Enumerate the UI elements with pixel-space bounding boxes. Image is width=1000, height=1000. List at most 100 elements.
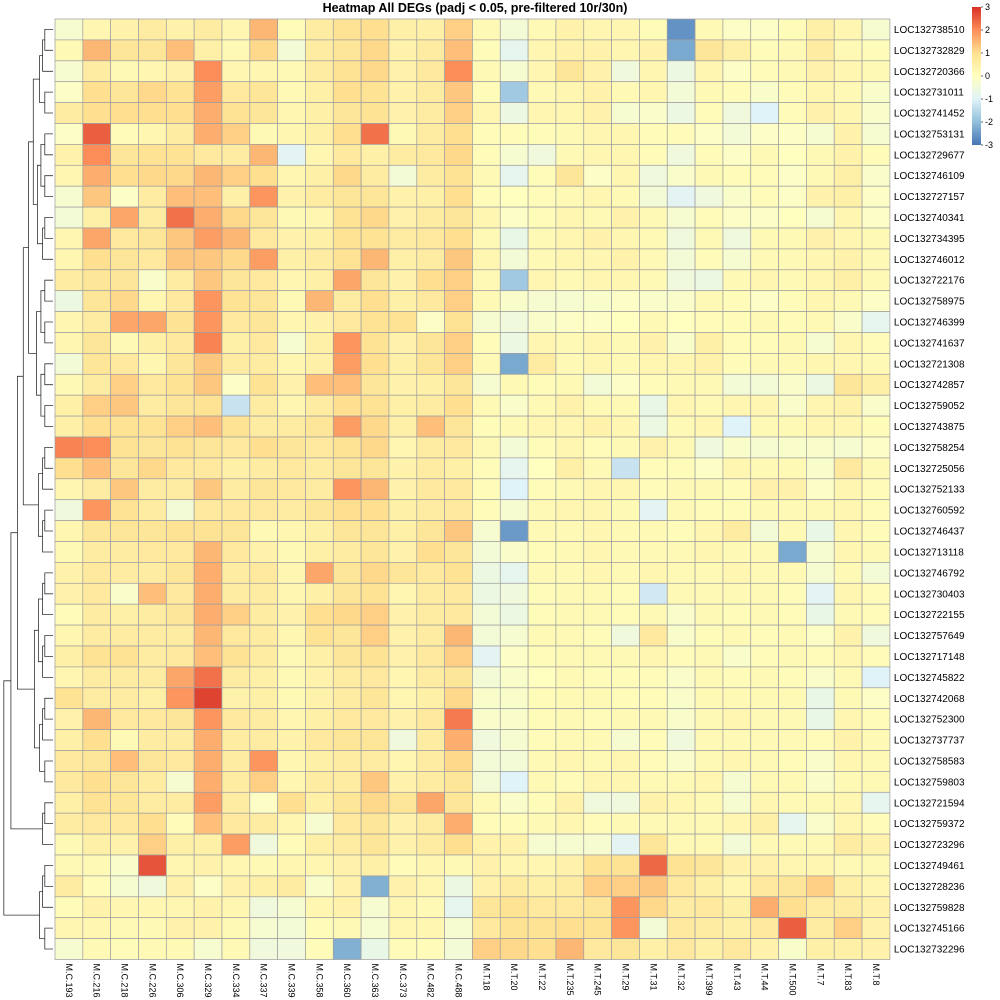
- heatmap-cell: [193, 708, 223, 730]
- heatmap-cell: [444, 603, 473, 626]
- heatmap-cell: [360, 269, 390, 292]
- heatmap-cell: [110, 39, 139, 62]
- heatmap-cell: [806, 144, 835, 166]
- heatmap-cell: [583, 457, 612, 480]
- dendrogram-branch: [42, 875, 53, 908]
- dendrogram-branch: [44, 405, 53, 427]
- heatmap-cell: [416, 373, 445, 396]
- heatmap-cell: [110, 938, 139, 960]
- heatmap-cell: [360, 353, 390, 375]
- heatmap-cell: [611, 562, 640, 584]
- heatmap-cell: [527, 833, 557, 856]
- heatmap-cell: [611, 708, 640, 730]
- heatmap-cell: [138, 771, 167, 793]
- heatmap-cell: [555, 436, 585, 459]
- heatmap-cell: [722, 812, 752, 835]
- heatmap-cell: [778, 185, 807, 208]
- heatmap-cell: [527, 332, 557, 354]
- heatmap-cell: [722, 311, 752, 333]
- heatmap-cell: [472, 603, 501, 626]
- heatmap-cell: [583, 311, 612, 333]
- heatmap-cell: [138, 394, 167, 417]
- heatmap-cell: [388, 248, 418, 271]
- heatmap-cell: [750, 541, 779, 563]
- heatmap-cell: [165, 833, 195, 856]
- heatmap-cell: [305, 750, 334, 772]
- heatmap-cell: [666, 896, 696, 919]
- heatmap-cell: [110, 353, 139, 375]
- dendrogram-branch: [28, 141, 37, 354]
- heatmap-cell: [499, 812, 529, 835]
- heatmap-cell: [555, 269, 585, 292]
- heatmap-cell: [360, 164, 390, 187]
- heatmap-cell: [861, 729, 891, 751]
- heatmap-cell: [305, 478, 334, 501]
- heatmap-cell: [221, 353, 251, 375]
- heatmap-cell: [82, 311, 112, 333]
- heatmap-cell: [611, 603, 640, 626]
- heatmap-cell: [249, 394, 278, 417]
- heatmap-cell: [833, 520, 863, 542]
- heatmap-cell: [193, 499, 223, 521]
- heatmap-cell: [611, 227, 640, 250]
- heatmap-cell: [499, 708, 529, 730]
- heatmap-cell: [277, 771, 306, 793]
- heatmap-cell: [583, 771, 612, 793]
- heatmap-cell: [750, 164, 779, 187]
- heatmap-cell: [722, 917, 752, 939]
- heatmap-cell: [833, 791, 863, 814]
- heatmap-cell: [833, 415, 863, 438]
- heatmap-cell: [806, 687, 835, 710]
- heatmap-cell: [833, 875, 863, 898]
- heatmap-cell: [499, 394, 529, 417]
- heatmap-cell: [165, 373, 195, 396]
- heatmap-cell: [555, 478, 585, 501]
- heatmap-cell: [666, 332, 696, 354]
- heatmap-cell: [694, 750, 724, 772]
- heatmap-cell: [750, 854, 779, 877]
- heatmap-cell: [611, 917, 640, 939]
- row-label: LOC132746012: [894, 255, 965, 266]
- heatmap-cell: [54, 353, 84, 375]
- heatmap-cell: [360, 60, 390, 83]
- heatmap-cell: [806, 415, 835, 438]
- heatmap-cell: [82, 833, 112, 856]
- heatmap-cell: [82, 353, 112, 375]
- heatmap-cell: [54, 520, 84, 542]
- heatmap-cell: [472, 687, 501, 710]
- column-label: M.C.339: [287, 964, 297, 998]
- heatmap-cell: [54, 290, 84, 312]
- heatmap-cell: [611, 269, 640, 292]
- heatmap-cell: [305, 185, 334, 208]
- heatmap-cell: [472, 812, 501, 835]
- heatmap-cell: [82, 164, 112, 187]
- heatmap-cell: [861, 415, 891, 438]
- heatmap-cell: [165, 311, 195, 333]
- heatmap-cell: [499, 791, 529, 814]
- row-label: LOC132725056: [894, 464, 965, 475]
- heatmap-cell: [555, 520, 585, 542]
- heatmap-cell: [54, 144, 84, 166]
- heatmap-cell: [221, 332, 251, 354]
- heatmap-cell: [305, 144, 334, 166]
- heatmap-cell: [583, 373, 612, 396]
- heatmap-cell: [472, 206, 501, 229]
- heatmap-cell: [639, 687, 668, 710]
- heatmap-cell: [82, 812, 112, 835]
- heatmap-cell: [138, 896, 167, 919]
- heatmap-cell: [639, 729, 668, 751]
- heatmap-cell: [305, 562, 334, 584]
- heatmap-cell: [416, 353, 445, 375]
- heatmap-cell: [778, 206, 807, 229]
- dendrogram-branch: [44, 29, 53, 51]
- heatmap-cell: [778, 875, 807, 898]
- heatmap-cell: [138, 123, 167, 145]
- heatmap-cell: [750, 520, 779, 542]
- heatmap-cell: [806, 771, 835, 793]
- heatmap-cell: [611, 436, 640, 459]
- heatmap-cell: [388, 666, 418, 689]
- heatmap-cell: [277, 60, 306, 83]
- dendrogram-branch: [42, 457, 53, 490]
- heatmap-cell: [221, 917, 251, 939]
- heatmap-cell: [82, 541, 112, 563]
